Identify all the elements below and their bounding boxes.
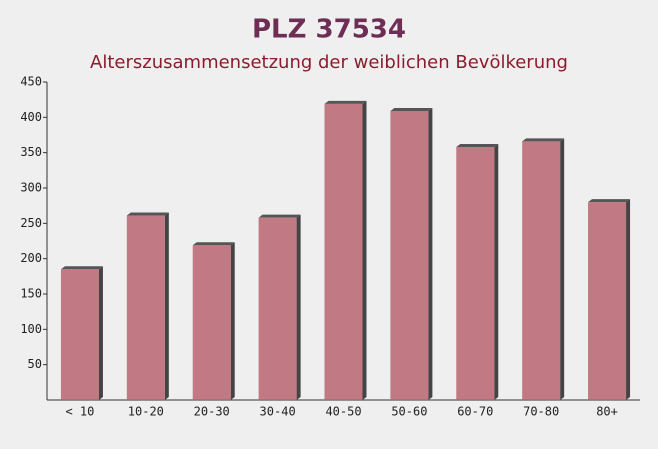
- bar-side: [560, 138, 565, 401]
- bar-top: [522, 138, 565, 142]
- bar: [456, 147, 495, 400]
- bar-top: [588, 199, 631, 203]
- chart-title: PLZ 37534: [252, 15, 406, 45]
- x-tick-label: < 10: [65, 405, 94, 419]
- bar-side: [296, 214, 301, 400]
- x-tick-label: 10-20: [128, 405, 164, 419]
- bar-top: [258, 214, 301, 218]
- bar-top: [324, 100, 367, 104]
- x-tick-label: 80+: [596, 405, 618, 419]
- y-tick-label: 450: [20, 75, 42, 89]
- bar: [522, 141, 561, 401]
- bar-top: [456, 144, 499, 148]
- x-tick-label: 50-60: [391, 405, 427, 419]
- bar: [258, 217, 297, 400]
- x-tick-label: 20-30: [194, 405, 230, 419]
- x-tick-label: 60-70: [457, 405, 493, 419]
- bar: [390, 110, 429, 401]
- bar: [126, 215, 165, 400]
- y-tick-label: 50: [28, 357, 42, 371]
- bar-top: [390, 107, 433, 111]
- bar-side: [164, 212, 169, 400]
- bar-side: [98, 266, 103, 400]
- y-tick-label: 350: [20, 145, 42, 159]
- bar-side: [494, 144, 499, 400]
- bar: [324, 103, 363, 400]
- bar-side: [230, 242, 235, 400]
- chart-subtitle: Alterszusammensetzung der weiblichen Bev…: [90, 52, 568, 73]
- bar: [60, 269, 99, 400]
- bar-top: [60, 266, 103, 270]
- bar-side: [428, 107, 433, 401]
- y-tick-label: 300: [20, 181, 42, 195]
- y-tick-label: 200: [20, 251, 42, 265]
- y-tick-label: 100: [20, 322, 42, 336]
- bar-top: [126, 212, 169, 216]
- bar: [588, 202, 627, 400]
- x-tick-label: 70-80: [523, 405, 559, 419]
- bar-top: [192, 242, 235, 246]
- y-tick-label: 250: [20, 216, 42, 230]
- y-tick-label: 150: [20, 287, 42, 301]
- x-tick-label: 30-40: [260, 405, 296, 419]
- x-tick-label: 40-50: [325, 405, 361, 419]
- bar: [192, 245, 231, 400]
- bar-side: [362, 100, 367, 400]
- bar-side: [626, 199, 631, 400]
- y-tick-label: 400: [20, 110, 42, 124]
